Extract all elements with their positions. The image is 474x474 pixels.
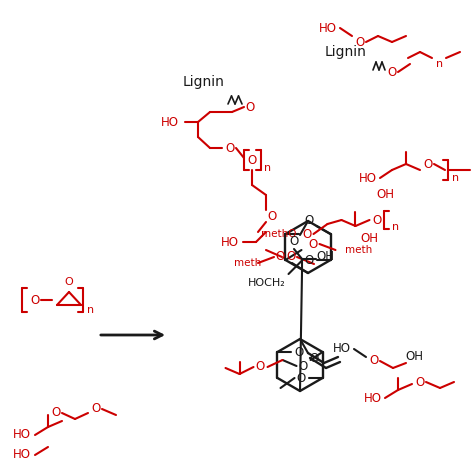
Text: Lignin: Lignin <box>183 75 225 89</box>
Text: O: O <box>309 237 318 250</box>
Text: O: O <box>296 372 305 384</box>
Text: OH: OH <box>316 250 334 264</box>
Text: O: O <box>295 346 304 358</box>
Text: HO: HO <box>359 172 377 184</box>
Text: O: O <box>415 375 425 389</box>
Text: O: O <box>304 213 313 227</box>
Text: O: O <box>423 157 433 171</box>
Text: O: O <box>275 250 284 264</box>
Text: O: O <box>303 228 312 240</box>
Text: O: O <box>387 65 397 79</box>
Text: n: n <box>87 305 94 315</box>
Text: HO: HO <box>364 392 382 404</box>
Text: O: O <box>286 250 296 264</box>
Text: O: O <box>373 213 382 227</box>
Text: O: O <box>30 293 40 307</box>
Text: OH: OH <box>361 231 378 245</box>
Text: O: O <box>356 36 365 48</box>
Text: meth: meth <box>346 245 373 255</box>
Text: O: O <box>51 407 61 419</box>
Text: O: O <box>267 210 277 222</box>
Text: HO: HO <box>221 236 239 248</box>
Text: methO: methO <box>261 229 297 239</box>
Text: O: O <box>247 154 256 166</box>
Text: O: O <box>289 235 299 247</box>
Text: O: O <box>298 359 307 373</box>
Text: OH: OH <box>405 350 423 364</box>
Text: O: O <box>64 277 73 287</box>
Text: HO: HO <box>13 448 31 462</box>
Text: O: O <box>255 361 264 374</box>
Text: n: n <box>437 59 444 69</box>
Text: O: O <box>310 353 319 365</box>
Text: O: O <box>225 142 235 155</box>
Text: HO: HO <box>319 21 337 35</box>
Text: O: O <box>369 355 379 367</box>
Text: HO: HO <box>13 428 31 441</box>
Text: O: O <box>304 254 313 266</box>
Text: HOCH₂: HOCH₂ <box>248 278 286 288</box>
Text: HO: HO <box>161 116 179 128</box>
Text: HO: HO <box>333 343 351 356</box>
Text: meth: meth <box>234 258 262 268</box>
Text: O: O <box>246 100 255 113</box>
Text: n: n <box>392 222 399 232</box>
Text: n: n <box>264 163 272 173</box>
Text: OH: OH <box>376 188 394 201</box>
Text: Lignin: Lignin <box>325 45 367 59</box>
Text: n: n <box>453 173 460 183</box>
Text: O: O <box>91 402 100 416</box>
